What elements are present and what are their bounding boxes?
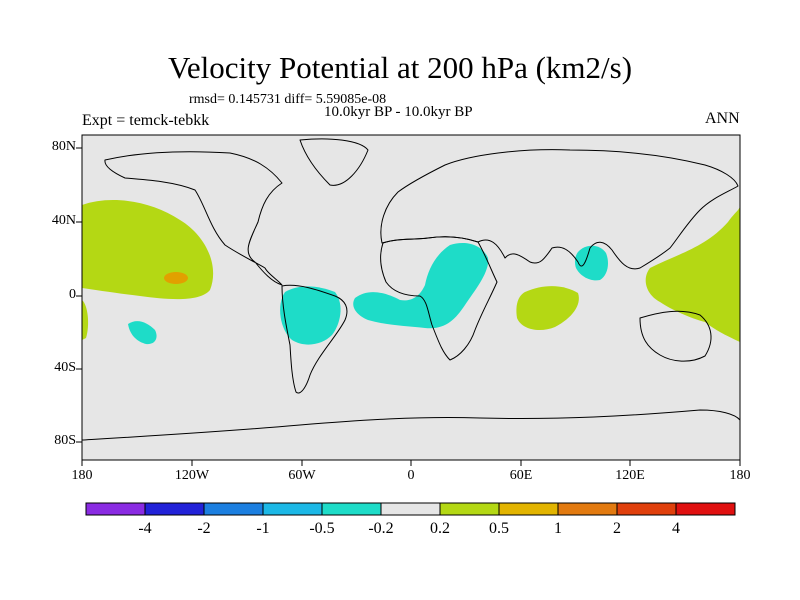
colorbar-swatch (203, 502, 264, 516)
anomaly-south-america (280, 286, 341, 345)
x-tick-label: 0 (407, 468, 415, 483)
colorbar-label: 0.2 (430, 520, 450, 537)
x-tick-label: 180 (729, 468, 751, 483)
colorbar-label: -2 (197, 520, 211, 537)
colorbar-swatch (616, 502, 677, 516)
anomaly-strong-center (164, 272, 188, 284)
australia-coast (639, 310, 712, 362)
colorbar-swatch (380, 502, 441, 516)
period-text: 10.0kyr BP - 10.0kyr BP (324, 104, 473, 120)
colorbar-swatch (85, 502, 146, 516)
greenland-coast (299, 138, 369, 186)
y-tick-label: 40N (51, 213, 76, 228)
north-america-coast (104, 151, 283, 286)
coastlines (81, 138, 741, 441)
colorbar-label: -4 (138, 520, 152, 537)
negative-anomaly-regions (128, 242, 608, 345)
colorbar-swatch (439, 502, 500, 516)
anomaly-south-asia (574, 245, 608, 281)
x-tick-label: 60W (288, 468, 316, 483)
anomaly-south-pacific (128, 321, 157, 345)
colorbar-swatch (557, 502, 618, 516)
x-axis-ticks (81, 460, 741, 466)
y-tick-label: 80S (54, 433, 76, 448)
y-tick-label: 0 (69, 287, 76, 302)
x-tick-label: 120W (174, 468, 210, 483)
stats-text: rmsd= 0.145731 diff= 5.59085e-08 (189, 92, 387, 107)
colorbar-swatch (498, 502, 559, 516)
x-tick-label: 120E (615, 468, 645, 483)
africa-coast (380, 236, 498, 361)
x-tick-label: 180 (71, 468, 93, 483)
colorbar-label: -0.2 (368, 520, 394, 537)
anomaly-east-pacific (82, 300, 89, 340)
y-axis-ticks (76, 147, 82, 443)
colorbar-swatch (321, 502, 382, 516)
colorbar-swatch (262, 502, 323, 516)
y-tick-label: 80N (51, 139, 76, 154)
colorbar-swatch (675, 502, 736, 516)
colorbar-label: 2 (613, 520, 621, 537)
antarctica-coast (81, 409, 741, 441)
colorbar-label: 1 (554, 520, 562, 537)
colorbar-swatch (144, 502, 205, 516)
map-title: Velocity Potential at 200 hPa (km2/s) (167, 50, 633, 85)
colorbar-label: 4 (672, 520, 680, 537)
colorbar (85, 502, 736, 516)
colorbar-label: -0.5 (309, 520, 335, 537)
anomaly-indian-ocean (516, 286, 579, 330)
europe-asia-coast (380, 149, 739, 270)
colorbar-label: 0.5 (489, 520, 509, 537)
anomaly-atlantic-africa (353, 242, 489, 329)
anomaly-west-pacific (645, 205, 740, 342)
south-america-coast (281, 284, 348, 394)
experiment-label: Expt = temck-tebkk (82, 112, 210, 129)
colorbar-label: -1 (256, 520, 270, 537)
x-tick-label: 60E (509, 468, 533, 483)
season-label: ANN (705, 110, 740, 127)
y-tick-label: 40S (54, 360, 76, 375)
